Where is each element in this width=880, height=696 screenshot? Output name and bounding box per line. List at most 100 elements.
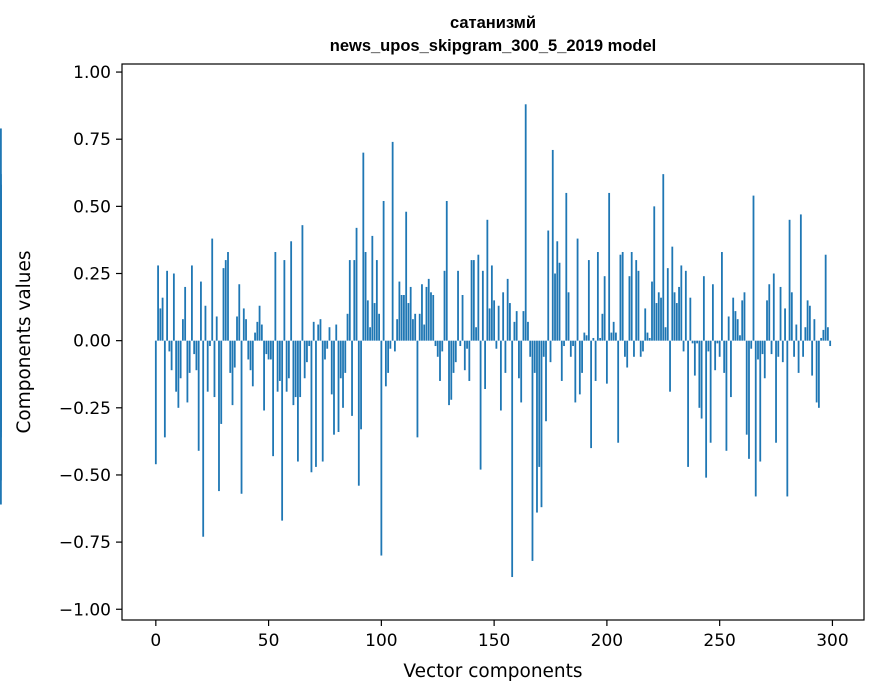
bar <box>549 340 552 363</box>
bar <box>682 340 685 352</box>
bar <box>817 340 820 408</box>
bar <box>222 268 225 341</box>
bar <box>184 286 187 341</box>
y-tick-label: 0.50 <box>73 197 111 217</box>
bar <box>684 270 687 341</box>
bar <box>630 252 633 341</box>
bar <box>321 340 324 462</box>
bar <box>425 286 428 341</box>
bar <box>777 340 780 357</box>
bar <box>693 340 696 376</box>
bar <box>797 340 800 373</box>
bar <box>236 316 238 341</box>
bar <box>197 340 200 451</box>
y-tick-label: −0.25 <box>59 399 111 419</box>
x-tick-label: 0 <box>150 631 161 651</box>
bar <box>441 340 444 352</box>
bar <box>786 340 789 497</box>
bar <box>481 270 484 341</box>
bar <box>662 174 665 341</box>
bar <box>759 340 762 462</box>
bar <box>788 219 791 341</box>
bar <box>168 340 171 352</box>
bar <box>569 340 572 357</box>
bar <box>538 340 541 467</box>
bars-group <box>0 104 832 578</box>
bar <box>563 340 565 347</box>
bar <box>285 340 288 392</box>
bar <box>698 340 701 408</box>
bar <box>391 141 394 341</box>
bar <box>326 340 329 349</box>
bar <box>191 265 193 341</box>
bar <box>779 286 782 341</box>
bar <box>736 319 739 341</box>
bar <box>637 270 640 341</box>
bar <box>657 292 660 341</box>
bar <box>567 292 570 341</box>
bar <box>439 340 441 381</box>
bar <box>578 340 581 395</box>
bar <box>610 332 613 341</box>
bar <box>669 340 671 392</box>
bar <box>202 340 205 537</box>
bar <box>696 340 698 344</box>
bar <box>276 340 279 392</box>
bar <box>369 327 371 341</box>
bar <box>790 292 793 341</box>
bar <box>166 270 168 341</box>
bar <box>427 278 430 341</box>
x-tick-label: 250 <box>703 631 735 651</box>
bar <box>177 340 180 408</box>
bar <box>806 300 809 341</box>
bar <box>382 200 385 341</box>
bar <box>619 254 622 341</box>
chart-subtitle: news_upos_skipgram_300_5_2019 model <box>330 37 657 55</box>
bar <box>587 260 590 341</box>
bar <box>342 340 344 408</box>
bar <box>732 297 735 341</box>
bar <box>396 319 399 341</box>
bar <box>515 311 518 341</box>
bar <box>452 340 455 373</box>
bar <box>170 340 173 371</box>
bar <box>297 340 299 462</box>
bar <box>592 337 595 341</box>
bar <box>172 273 175 341</box>
x-tick-label: 150 <box>478 631 510 651</box>
bar <box>312 321 315 341</box>
bar <box>384 340 387 387</box>
bar <box>781 340 784 363</box>
bar <box>263 340 265 411</box>
bar <box>734 311 737 341</box>
y-tick-label: −0.50 <box>59 466 111 486</box>
bar <box>256 321 259 341</box>
bar <box>558 262 561 341</box>
bar <box>594 340 597 381</box>
bar <box>218 340 220 492</box>
bar <box>249 340 252 371</box>
bar <box>229 340 232 373</box>
bar <box>581 340 583 373</box>
bar <box>799 214 802 341</box>
bar <box>709 340 712 443</box>
bar <box>603 276 606 341</box>
bar <box>281 340 284 521</box>
bar <box>671 246 674 341</box>
bar <box>648 337 651 341</box>
bar <box>472 260 475 341</box>
bar <box>621 252 624 341</box>
bar <box>242 308 245 341</box>
bar <box>371 235 374 341</box>
bar <box>675 303 678 341</box>
bar <box>423 324 426 341</box>
bar <box>380 340 383 556</box>
bar <box>504 340 507 373</box>
x-tick-label: 300 <box>816 631 848 651</box>
bar <box>475 327 477 341</box>
bar <box>827 327 829 341</box>
bar <box>267 340 270 360</box>
bar <box>497 305 500 341</box>
bar <box>723 340 726 373</box>
bar <box>294 340 297 398</box>
